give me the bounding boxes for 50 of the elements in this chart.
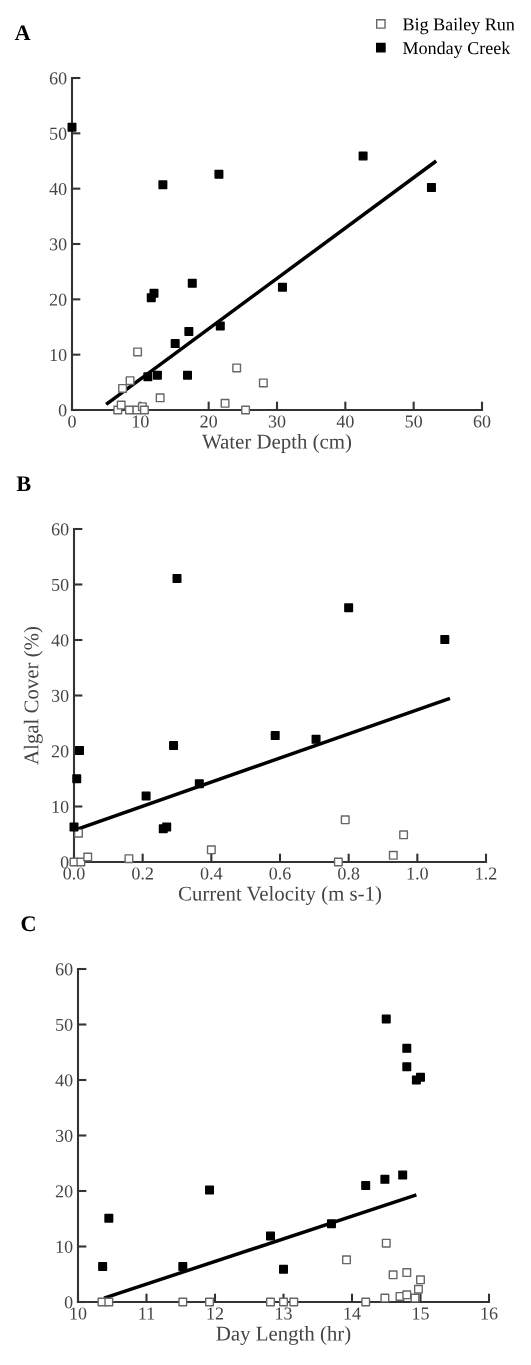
x-axis-title: Day Length (hr)	[216, 1326, 351, 1345]
chart-title: C	[21, 916, 35, 932]
x-tick-label: 0.0	[63, 867, 85, 880]
y-tick-label: 0	[64, 1296, 73, 1309]
y-tick-label: 40	[51, 634, 69, 647]
y-tick-label: 50	[50, 127, 67, 140]
x-tick-label: 1.2	[476, 867, 497, 880]
x-tick-label: 60	[473, 415, 491, 428]
x-axis-title: Current Velocity (m s-1)	[178, 886, 382, 905]
x-tick-label: 0.2	[132, 867, 153, 880]
y-tick-label: 50	[52, 578, 69, 591]
y-tick-label: 20	[51, 745, 69, 758]
x-axis-title: Water Depth (cm)	[202, 434, 352, 453]
x-tick-label: 30	[268, 415, 286, 428]
x-tick-label: 10	[70, 1307, 87, 1320]
y-tick-label: 50	[56, 1018, 73, 1031]
x-tick-label: 20	[200, 415, 218, 428]
x-tick-label: 0.6	[269, 867, 291, 880]
legend-label: Monday Creek	[403, 41, 511, 58]
x-tick-label: 15	[413, 1307, 429, 1320]
chart-title: A	[14, 25, 31, 41]
y-tick-label: 0	[58, 404, 67, 417]
y-tick-label: 10	[52, 800, 69, 813]
y-axis-title: Algal Cover (%)	[23, 626, 43, 765]
x-tick-label: 0.4	[200, 867, 223, 880]
y-tick-label: 30	[55, 1129, 73, 1142]
y-tick-label: 60	[49, 72, 67, 85]
y-tick-label: 0	[60, 856, 69, 869]
x-tick-label: 50	[405, 415, 423, 428]
chart-title: B	[16, 476, 31, 492]
x-tick-label: 11	[139, 1307, 155, 1320]
y-tick-label: 40	[49, 182, 67, 196]
y-tick-label: 40	[55, 1074, 73, 1087]
x-tick-label: 0.8	[338, 867, 360, 880]
y-tick-label: 60	[55, 963, 73, 976]
x-tick-label: 1.0	[407, 867, 428, 880]
y-tick-label: 20	[55, 1185, 73, 1198]
legend-label: Big Bailey Run	[403, 17, 515, 35]
x-tick-label: 12	[207, 1307, 224, 1320]
y-tick-label: 60	[51, 523, 69, 536]
y-tick-label: 30	[49, 238, 67, 251]
y-tick-label: 30	[51, 689, 69, 702]
x-tick-label: 14	[344, 1307, 361, 1320]
x-tick-label: 16	[481, 1307, 498, 1320]
x-tick-label: 40	[336, 415, 354, 428]
x-tick-label: 10	[132, 415, 149, 428]
y-tick-label: 10	[50, 348, 67, 362]
x-tick-label: 13	[276, 1307, 292, 1320]
y-tick-label: 20	[49, 293, 67, 306]
y-tick-label: 10	[56, 1240, 73, 1253]
